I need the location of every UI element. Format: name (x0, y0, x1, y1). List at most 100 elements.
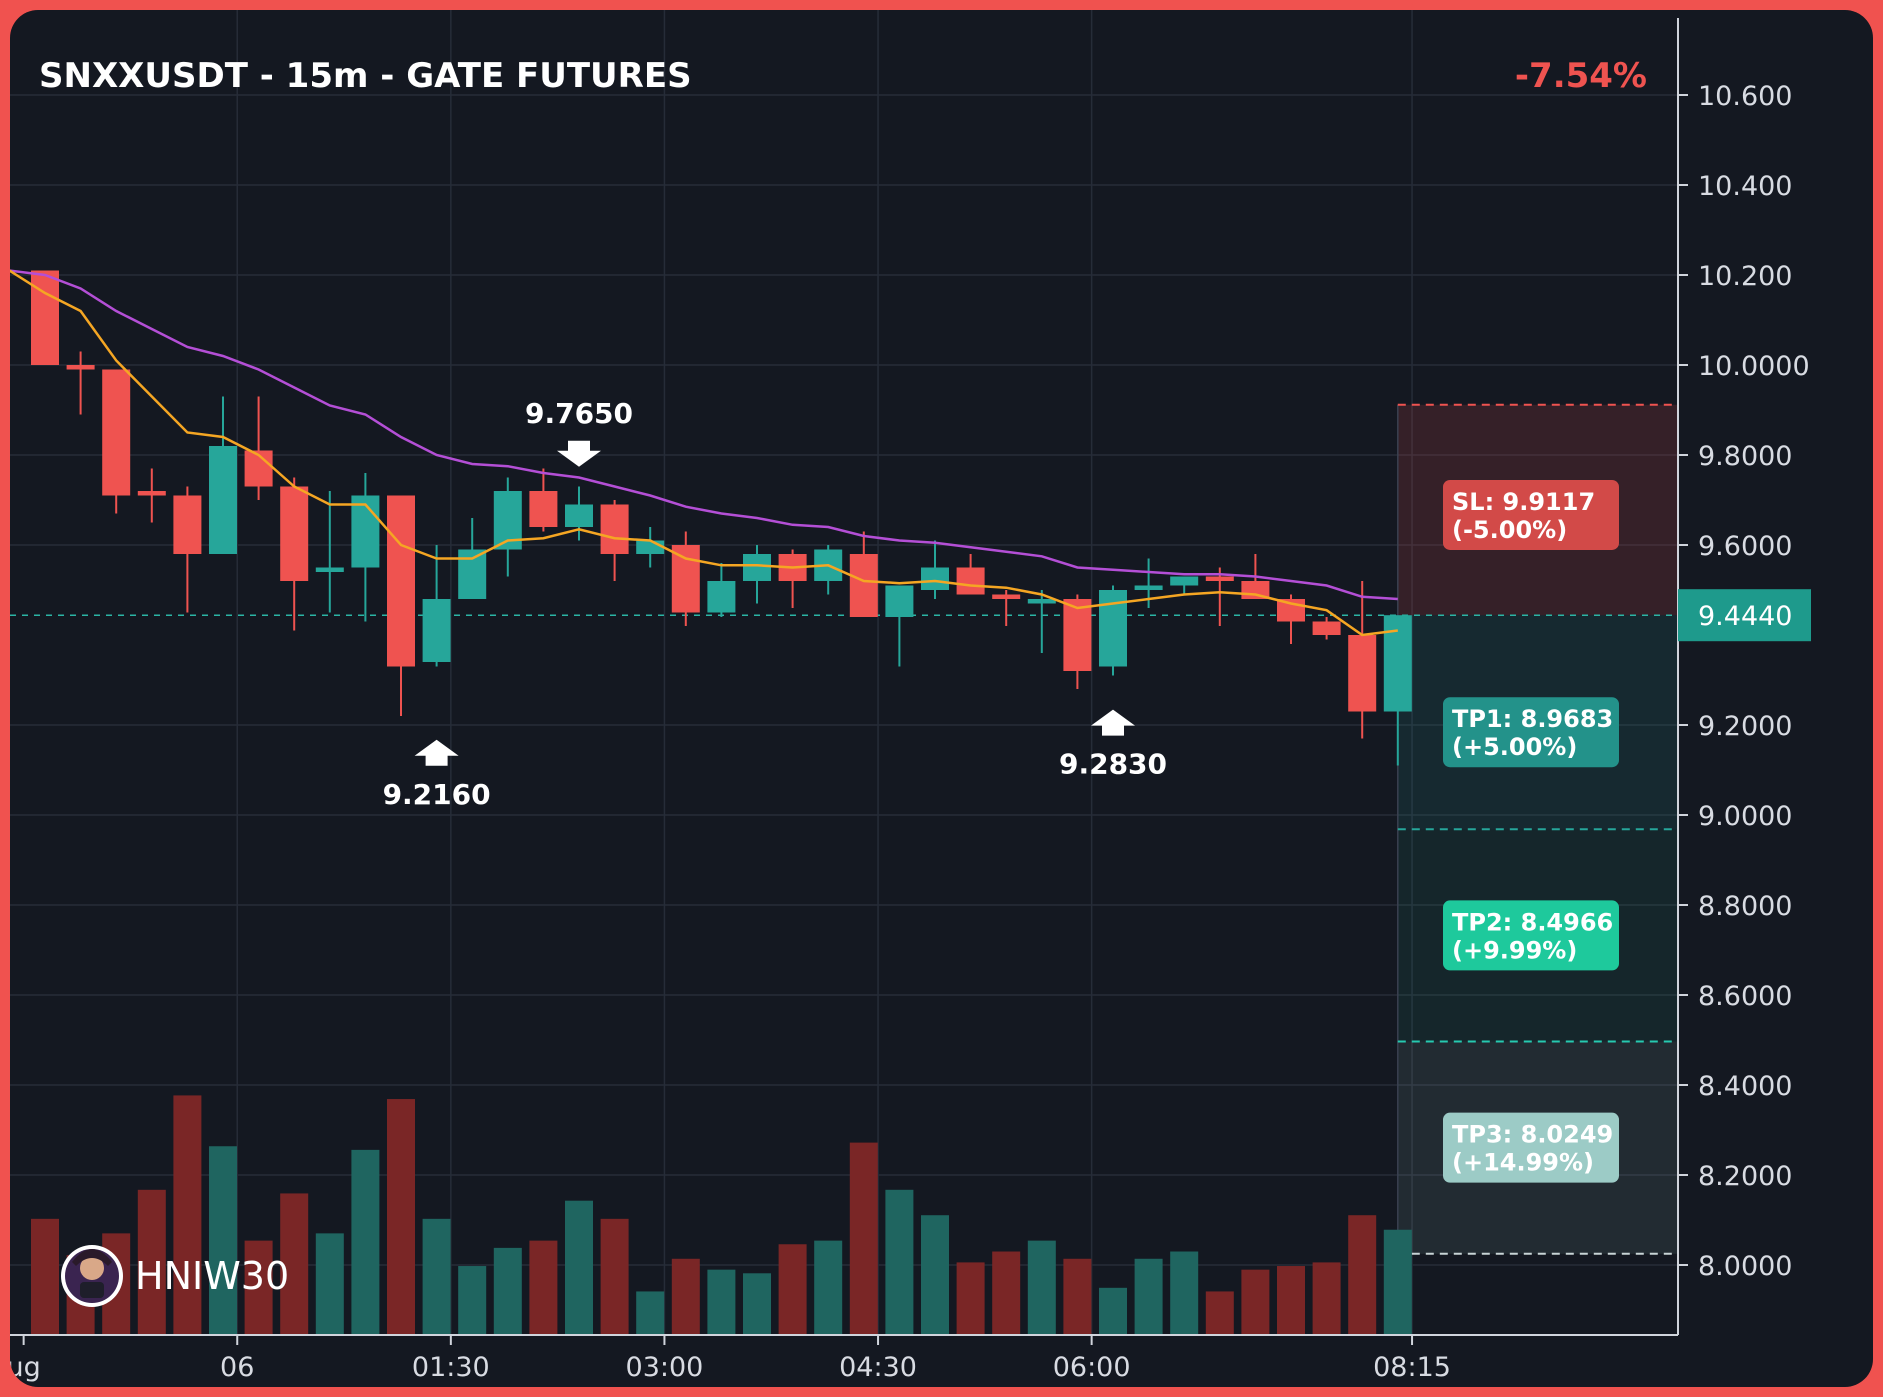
candle-body (1170, 576, 1199, 586)
volume-bar (1063, 1258, 1092, 1335)
tp2-label-box: TP2: 8.4966(+9.99%) (1443, 900, 1619, 971)
volume-bar (173, 1095, 202, 1335)
volume-bar (137, 1189, 166, 1335)
volume-bar (1099, 1287, 1127, 1335)
candle-body (173, 495, 202, 554)
y-tick-label: 9.0000 (1698, 801, 1792, 832)
candle-body (1134, 585, 1163, 590)
candle-body (351, 495, 380, 568)
volume-bar (743, 1273, 771, 1335)
candle-body (315, 567, 344, 572)
swing-low-arrow-icon (1091, 709, 1135, 736)
x-tick-label: 04:30 (839, 1352, 917, 1383)
y-tick-label: 10.600 (1698, 81, 1792, 112)
current-price-tag (1678, 589, 1811, 642)
tp1-label-line1: TP1: 8.9683 (1452, 705, 1613, 733)
chart-title: SNXXUSDT - 15m - GATE FUTURES (39, 56, 692, 96)
chart-frame: 9.2160 9.7650 9.2830 SL: 9.9117 (-5.00%) TP1:… (10, 10, 1873, 1387)
volume-bar (1312, 1262, 1341, 1335)
candle-body (636, 540, 665, 554)
y-tick-label: 8.8000 (1698, 891, 1792, 922)
swing-low-arrow-icon (414, 739, 459, 766)
volume-bar (707, 1269, 736, 1335)
y-tick-label: 8.4000 (1698, 1071, 1792, 1102)
volume-bar (244, 1240, 273, 1335)
current-price-label: 9.4440 (1698, 601, 1792, 632)
candle-body (1063, 599, 1092, 671)
volume-bar (956, 1262, 985, 1335)
price-chart[interactable]: 9.2160 9.7650 9.2830 SL: 9.9117(-5.00%) TP1:… (10, 10, 1873, 1387)
swing-low-label: 9.2830 (1059, 748, 1167, 781)
volume-bar (458, 1266, 487, 1335)
tp2-label-bg (1443, 900, 1619, 971)
candle-body (885, 585, 914, 617)
swing-high-arrow-icon (557, 440, 601, 467)
volume-bar (1348, 1215, 1377, 1335)
volume-bar (387, 1099, 415, 1335)
candle-body (280, 486, 309, 581)
y-tick-label: 9.8000 (1698, 441, 1792, 472)
volume-bar (600, 1218, 629, 1335)
candle-body (1312, 621, 1341, 635)
candle-body (209, 446, 237, 554)
volume-bar (778, 1244, 807, 1335)
volume-bar (1170, 1251, 1199, 1335)
change-percent: -7.54% (1515, 56, 1647, 96)
candle-body (1205, 576, 1234, 581)
volume-bar (671, 1258, 700, 1335)
volume-bar (921, 1215, 949, 1335)
volume-bar (351, 1149, 380, 1335)
volume-bar (315, 1233, 344, 1335)
volume-bar (636, 1291, 665, 1335)
candle-body (600, 504, 629, 554)
avatar-icon (61, 1245, 123, 1307)
volume-bar (280, 1193, 309, 1335)
candle-body (31, 270, 59, 365)
volume-bar (1383, 1229, 1412, 1335)
watermark-text: HNIW30 (135, 1254, 289, 1298)
y-tick-label: 10.200 (1698, 261, 1792, 292)
x-tick-label: 08:15 (1373, 1352, 1451, 1383)
y-tick-label: 10.400 (1698, 171, 1792, 202)
watermark: HNIW30 (61, 1245, 289, 1307)
candle-body (1383, 615, 1412, 712)
volume-bar (422, 1218, 451, 1335)
tp3-label-box: TP3: 8.0249(+14.99%) (1443, 1112, 1619, 1183)
ema-fast-line (10, 269, 1398, 637)
candle-body (387, 495, 415, 667)
volume-bar (814, 1240, 843, 1335)
volume-bar (1277, 1266, 1305, 1335)
volume-bar (529, 1240, 558, 1335)
y-tick-label: 8.2000 (1698, 1161, 1792, 1192)
y-tick-label: 8.0000 (1698, 1251, 1792, 1282)
candle-body (671, 545, 700, 613)
volume-bar (565, 1200, 593, 1335)
volume-bar (992, 1251, 1021, 1335)
tp3-label-line2: (+14.99%) (1452, 1149, 1594, 1177)
candle-body (956, 567, 985, 595)
candle-body (565, 504, 593, 527)
swing-high-label: 9.7650 (525, 397, 633, 430)
volume-bar (31, 1218, 59, 1335)
ema-slow-line (10, 269, 1398, 601)
y-tick-label: 9.2000 (1698, 711, 1792, 742)
volume-bar (849, 1142, 878, 1335)
volume-bar (493, 1247, 522, 1335)
candle-body (1348, 635, 1377, 712)
tp1-label-line2: (+5.00%) (1452, 733, 1577, 761)
y-tick-label: 9.6000 (1698, 531, 1792, 562)
volume-bar (209, 1146, 237, 1335)
tp3-label-line1: TP3: 8.0249 (1452, 1121, 1613, 1149)
volume-bar (1027, 1240, 1056, 1335)
volume-bar (1241, 1269, 1270, 1335)
x-tick-label: 06 (220, 1352, 254, 1383)
x-tick-label: 01:30 (412, 1352, 490, 1383)
candle-body (1027, 599, 1056, 604)
y-tick-label: 10.0000 (1698, 351, 1810, 382)
candle-body (422, 599, 451, 662)
tp2-label-line2: (+9.99%) (1452, 936, 1577, 964)
volume-bar (885, 1189, 914, 1335)
tp3-label-bg (1443, 1112, 1619, 1183)
tp1-label-bg (1443, 697, 1619, 768)
candle-body (529, 491, 558, 527)
